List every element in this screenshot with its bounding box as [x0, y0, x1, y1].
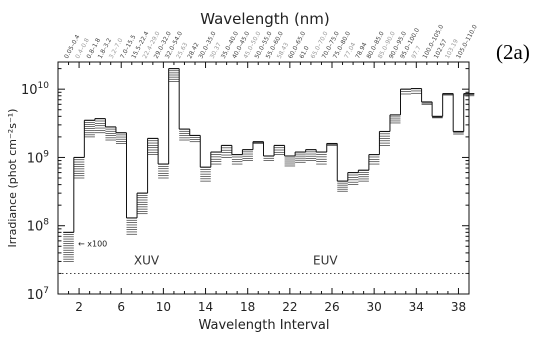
bin-15: [210, 151, 222, 165]
bins: [63, 68, 475, 262]
bin-32: [389, 114, 401, 124]
bin-23: [295, 151, 306, 163]
bin-34: [411, 88, 422, 94]
plot-frame: [57, 61, 470, 295]
bin-2: [73, 157, 85, 179]
bin-18: [242, 149, 253, 161]
x-tick-label: 10: [156, 300, 171, 314]
x-tick-label: 14: [198, 300, 213, 314]
y-tick-label: 109: [27, 149, 50, 166]
bin-1: [63, 231, 74, 262]
bin-25: [316, 151, 327, 165]
bin-12: [179, 128, 190, 141]
scale-note: ← x100: [78, 239, 107, 248]
x-tick-label: 26: [324, 300, 339, 314]
x-tick-label: 38: [451, 300, 466, 314]
bin-8: [137, 192, 148, 215]
y-tick-label: 108: [27, 218, 50, 235]
bin-30: [368, 154, 380, 165]
bin-17: [231, 154, 243, 165]
bin-3: [84, 119, 95, 138]
wavelength-labels: 0.05–0.40.4–0.80.8–1.81.8–3.23.2–7.07.0–…: [63, 24, 479, 60]
bin-10: [158, 163, 169, 179]
x-tick-label: 2: [75, 300, 83, 314]
bin-24: [305, 149, 317, 161]
y-axis-label: Irradiance (phot cm⁻²s⁻¹): [6, 109, 19, 248]
x-tick-label: 22: [282, 300, 297, 314]
y-axis: 107 108 109 1010: [21, 68, 469, 303]
x-axis: 2 6 10 14 18 22 26 30 34 38: [57, 62, 470, 314]
bin-11: [168, 68, 180, 82]
y-tick-label: 1010: [21, 81, 49, 98]
bin-28: [347, 172, 359, 185]
bin-29: [358, 169, 369, 182]
chart-title: Wavelength (nm): [200, 10, 330, 28]
bin-14: [200, 166, 211, 182]
region-label-xuv: XUV: [134, 254, 160, 268]
bin-6: [115, 132, 127, 144]
x-axis-label: Wavelength Interval: [198, 318, 329, 333]
wavelength-label: 97.7: [410, 45, 423, 60]
bin-7: [126, 217, 138, 235]
panel-label: (2a): [496, 40, 530, 64]
bin-33: [400, 88, 412, 95]
bin-21: [274, 145, 285, 155]
wavelength-label: 61.0: [298, 45, 311, 60]
x-tick-label: 6: [117, 300, 125, 314]
bin-4: [94, 118, 106, 134]
bin-31: [379, 131, 390, 146]
bin-5: [105, 126, 116, 141]
bin-13: [189, 135, 201, 143]
bin-16: [221, 145, 232, 158]
bin-27: [337, 180, 348, 192]
y-tick-label: 107: [27, 286, 49, 303]
x-tick-label: 30: [367, 300, 382, 314]
bin-20: [263, 155, 275, 161]
step-outline: [63, 68, 475, 233]
region-label-euv: EUV: [313, 254, 338, 268]
bin-9: [147, 138, 159, 155]
bin-22: [284, 155, 296, 167]
x-tick-label: 34: [409, 300, 424, 314]
x-tick-label: 18: [240, 300, 255, 314]
